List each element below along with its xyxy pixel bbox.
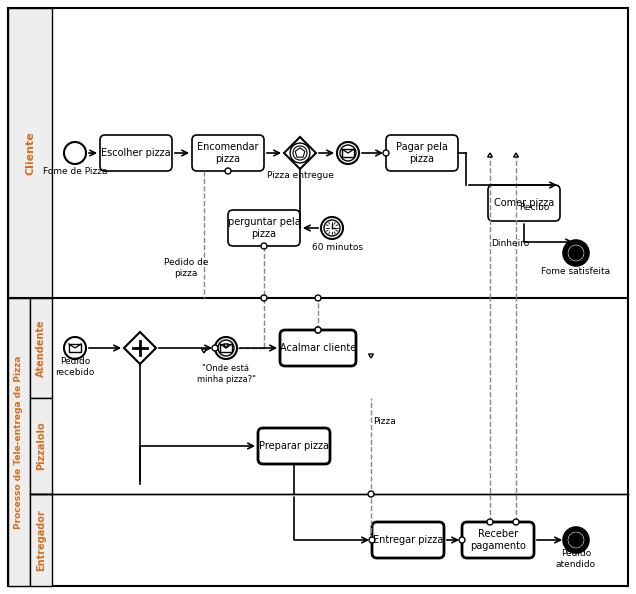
Circle shape bbox=[369, 537, 375, 543]
Text: Pizzalolo: Pizzalolo bbox=[36, 422, 46, 470]
Text: Pedido de
pizza: Pedido de pizza bbox=[163, 258, 208, 278]
Circle shape bbox=[64, 337, 86, 359]
Text: "Onde está
minha pizza?": "Onde está minha pizza?" bbox=[197, 364, 256, 384]
FancyBboxPatch shape bbox=[228, 210, 300, 246]
Text: perguntar pela
pizza: perguntar pela pizza bbox=[228, 217, 300, 239]
FancyBboxPatch shape bbox=[192, 135, 264, 171]
Text: Receber
pagamento: Receber pagamento bbox=[470, 529, 526, 551]
Circle shape bbox=[368, 491, 374, 497]
Polygon shape bbox=[369, 354, 373, 358]
Bar bbox=[342, 149, 354, 157]
Circle shape bbox=[315, 327, 321, 333]
Circle shape bbox=[569, 533, 583, 547]
Circle shape bbox=[565, 529, 587, 551]
FancyBboxPatch shape bbox=[280, 330, 356, 366]
Text: Acalmar cliente: Acalmar cliente bbox=[280, 343, 356, 353]
Circle shape bbox=[513, 519, 519, 525]
Text: Pagar pela
pizza: Pagar pela pizza bbox=[396, 142, 448, 164]
Circle shape bbox=[337, 142, 359, 164]
Circle shape bbox=[459, 537, 465, 543]
Bar bbox=[30, 494, 52, 586]
FancyBboxPatch shape bbox=[372, 522, 444, 558]
Circle shape bbox=[569, 246, 583, 260]
Polygon shape bbox=[202, 349, 207, 353]
FancyBboxPatch shape bbox=[462, 522, 534, 558]
Polygon shape bbox=[488, 153, 492, 157]
Circle shape bbox=[261, 295, 267, 301]
Circle shape bbox=[212, 345, 218, 351]
Bar bbox=[69, 344, 81, 352]
Circle shape bbox=[321, 217, 343, 239]
Circle shape bbox=[383, 150, 389, 156]
Text: Atendente: Atendente bbox=[36, 319, 46, 377]
Text: 60 minutos: 60 minutos bbox=[312, 242, 363, 251]
Polygon shape bbox=[124, 332, 156, 364]
Bar bbox=[8, 8, 52, 298]
Text: Preparar pizza: Preparar pizza bbox=[259, 441, 329, 451]
Text: Dinheiro: Dinheiro bbox=[491, 239, 529, 248]
Circle shape bbox=[218, 340, 234, 356]
Circle shape bbox=[290, 143, 310, 163]
Text: Pizza: Pizza bbox=[373, 416, 396, 425]
Text: Fome de Pizza: Fome de Pizza bbox=[43, 168, 107, 176]
Circle shape bbox=[261, 243, 267, 249]
Text: Escolher pizza: Escolher pizza bbox=[101, 148, 171, 158]
Bar bbox=[30, 298, 52, 398]
Polygon shape bbox=[514, 153, 518, 157]
Text: Entregar pizza: Entregar pizza bbox=[373, 535, 443, 545]
Text: Entregador: Entregador bbox=[36, 509, 46, 571]
FancyBboxPatch shape bbox=[258, 428, 330, 464]
Polygon shape bbox=[284, 137, 316, 169]
Text: Comer pizza: Comer pizza bbox=[494, 198, 554, 208]
Text: Processo de Tele-entrega de Pizza: Processo de Tele-entrega de Pizza bbox=[15, 355, 24, 529]
FancyBboxPatch shape bbox=[386, 135, 458, 171]
Bar bbox=[8, 298, 30, 586]
FancyBboxPatch shape bbox=[488, 185, 560, 221]
Polygon shape bbox=[295, 148, 305, 157]
Text: Pizza entregue: Pizza entregue bbox=[266, 170, 333, 179]
FancyBboxPatch shape bbox=[100, 135, 172, 171]
Text: Encomendar
pizza: Encomendar pizza bbox=[197, 142, 259, 164]
Circle shape bbox=[215, 337, 237, 359]
Text: Fome satisfeita: Fome satisfeita bbox=[541, 267, 611, 276]
Circle shape bbox=[324, 220, 340, 236]
Circle shape bbox=[293, 146, 307, 160]
Text: Pedido
recebido: Pedido recebido bbox=[55, 358, 95, 377]
Circle shape bbox=[315, 327, 321, 333]
Bar bbox=[219, 344, 232, 352]
Circle shape bbox=[565, 242, 587, 264]
Text: Recibo: Recibo bbox=[519, 204, 550, 213]
Bar bbox=[30, 398, 52, 494]
Circle shape bbox=[225, 168, 231, 174]
Circle shape bbox=[340, 145, 356, 161]
Circle shape bbox=[64, 142, 86, 164]
Polygon shape bbox=[224, 344, 228, 348]
Circle shape bbox=[487, 519, 493, 525]
Text: Cliente: Cliente bbox=[25, 131, 35, 175]
Circle shape bbox=[315, 295, 321, 301]
Text: Pedido
atendido: Pedido atendido bbox=[556, 549, 596, 568]
